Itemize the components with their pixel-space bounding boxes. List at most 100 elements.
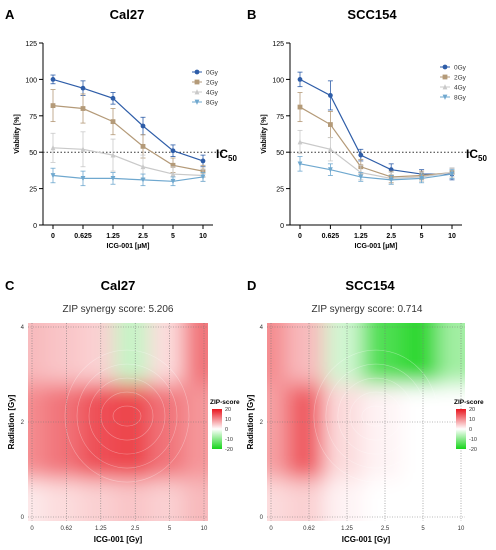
data-point [388,177,394,183]
data-point [80,176,86,182]
colorbar-label: ZIP-score [210,399,240,406]
data-point [80,85,86,91]
contour-line [349,391,403,441]
data-point [110,176,116,182]
data-point [170,171,176,177]
data-point [419,176,424,182]
colorbar-tick-label: 0 [469,427,472,433]
data-point [140,177,146,183]
x-tick-label: 5 [171,233,175,240]
x-tick-label: 10 [199,233,207,240]
colorbar-tick-label: 20 [469,407,475,413]
contour-line [337,377,415,455]
data-point [442,84,448,90]
data-point [297,104,303,110]
y-tick-label: 2 [21,420,25,426]
panel-title-b: SCC154 [347,7,397,22]
data-point [328,122,333,127]
series-line-2Gy [299,106,453,178]
y-axis-label: Radiation [Gy] [7,394,16,449]
y-tick-label: 25 [29,187,37,194]
data-point [170,178,176,185]
legend-label-8Gy: 8Gy [206,100,219,107]
data-point [50,144,56,151]
contour-line [64,349,190,483]
y-tick-label: 0 [280,223,284,230]
colorbar-tick-label: 10 [225,417,231,423]
data-point [442,64,448,70]
colorbar-tick-label: 20 [225,407,231,413]
data-point [194,79,200,85]
y-tick-label: 25 [276,187,284,194]
data-point [328,93,333,98]
x-tick-label: 2.5 [386,233,396,240]
chart-a: 0 25 50 75 100 125 0 0.625 1.25 2.5 5 10 ICG-001 [µM… [14,41,223,250]
data-point [328,167,333,173]
x-tick-label: 0.62 [61,526,73,532]
data-point [80,146,86,152]
series-line-4Gy [52,147,204,177]
x-tick-label: 10 [458,526,465,532]
y-tick-label: 4 [260,325,264,331]
data-point [194,69,200,75]
series-line-0Gy [52,78,204,162]
chart-b: 0 25 50 75 100 125 0 0.625 1.25 2.5 5 10 ICG-001 [µM… [261,41,472,250]
x-tick-label: 0 [30,526,34,532]
data-point [110,152,116,158]
colorbar-label: ZIP-score [454,399,484,406]
data-point [140,123,146,129]
panel-letter-c: C [5,278,15,293]
panel-letter-b: B [247,7,256,22]
x-tick-label: 1.25 [341,526,353,532]
chart-c: 0 0.62 1.25 2.5 5 10 0 2 4 ICG-001 [Gy] Radiation … [7,323,240,544]
x-tick-label: 0.625 [74,233,92,240]
y-tick-label: 125 [272,41,284,48]
x-tick-label: 0 [269,526,273,532]
series-line-4Gy [299,141,453,180]
panel-title-a: Cal27 [110,7,145,22]
data-point [442,74,448,80]
x-tick-label: 1.25 [95,526,107,532]
data-point [80,106,86,111]
x-axis-label: ICG-001 [µM] [355,243,398,250]
contour-line [361,405,391,427]
x-axis-label: ICG-001 [µM] [107,243,150,250]
legend-label-4Gy: 4Gy [206,90,219,97]
data-point [140,143,146,149]
y-tick-label: 100 [25,77,37,84]
x-tick-label: 2.5 [138,233,148,240]
y-tick-label: 100 [272,77,284,84]
data-point [170,148,176,154]
x-axis-label: ICG-001 [Gy] [94,535,143,544]
data-point [110,119,116,125]
x-tick-label: 1.25 [354,233,368,240]
data-point [297,77,303,82]
data-point [200,174,206,180]
data-point [140,163,146,170]
colorbar-tick-label: 10 [469,417,475,423]
colorbar-tick-label: 0 [225,427,228,433]
x-tick-label: 5 [421,526,425,532]
colorbar [212,409,222,449]
y-axis-label: Viability [%] [261,114,268,154]
x-tick-label: 0.625 [322,233,340,240]
data-point [442,94,448,100]
y-tick-label: 4 [21,325,25,331]
heatmap-cell [438,323,465,384]
colorbar-tick-label: -10 [469,437,477,443]
data-point [328,146,333,152]
contour-line [313,349,439,483]
x-tick-label: 0 [51,233,55,240]
contour-line [88,377,166,455]
data-point [297,139,303,145]
data-point [50,103,56,109]
x-tick-label: 2.5 [381,526,390,532]
data-point [50,77,56,82]
panel-subtitle-c: ZIP synergy score: 5.206 [63,304,174,315]
data-point [449,171,455,177]
panel-letter-a: A [5,7,15,22]
x-tick-label: 0.62 [303,526,315,532]
y-tick-label: 125 [25,41,37,48]
legend-label-0Gy: 0Gy [454,65,467,72]
